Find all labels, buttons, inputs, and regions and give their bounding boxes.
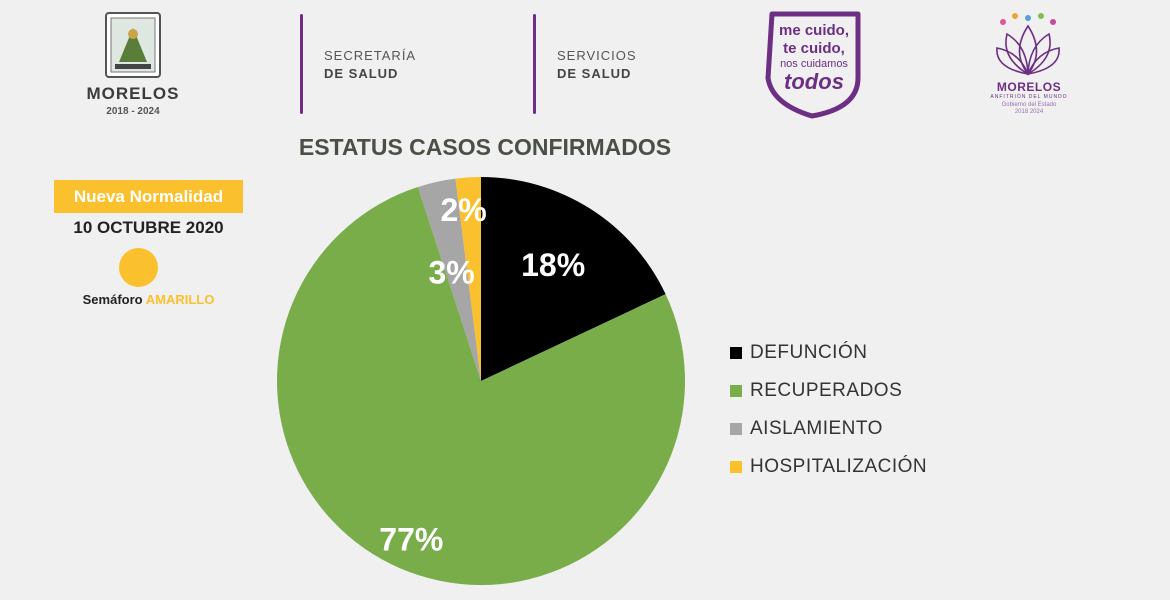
campaign-line1: me cuido, [778,22,849,39]
legend-item-defuncion: DEFUNCIÓN [730,334,927,372]
divider [300,14,303,114]
campaign-line3: nos cuidamos [780,58,848,70]
dept1-line2: DE SALUD [324,66,399,81]
semaforo-dot [119,248,158,287]
legend-label: DEFUNCIÓN [750,342,868,363]
legend-swatch [730,423,742,435]
morelos-years: 2018 - 2024 [106,106,160,117]
legend-swatch [730,461,742,473]
pie-label-defuncion: 18% [521,247,585,283]
report-date: 10 OCTUBRE 2020 [73,218,224,237]
lotus-sub2-line1: Gobierno del Estado [1001,102,1057,108]
header: MORELOS 2018 - 2024 SECRETARÍA DE SALUD … [0,0,1170,125]
pie-slice-recuperados [276,186,685,585]
semaforo-status: Semáforo AMARILLO [54,292,243,307]
morelos-coat-of-arms-icon [105,12,161,78]
lotus-subtitle-2: Gobierno del Estado 2018 2024 [990,102,1068,116]
pie-slice-defuncion [481,177,666,381]
campaign-line4: todos [784,69,844,94]
servicios-de-salud: SERVICIOS DE SALUD [557,47,637,83]
legend-item-recuperados: RECUPERADOS [730,372,927,410]
secretaria-de-salud: SECRETARÍA DE SALUD [324,47,416,83]
campaign-line2: te cuido, [783,40,845,57]
chart-legend: DEFUNCIÓN RECUPERADOS AISLAMIENTO HOSPITALI… [730,334,927,486]
chart-title: ESTATUS CASOS CONFIRMADOS [298,134,672,160]
lotus-sub2-line2: 2018 2024 [1014,109,1044,115]
dept2-line1: SERVICIOS [557,48,637,63]
dept1-line1: SECRETARÍA [324,48,417,63]
pie-chart: 18% 77% 3% 2% [276,177,685,585]
morelos-title: MORELOS [86,84,180,103]
pie-slice-hospitalizacion [455,177,481,381]
pie-label-recuperados: 77% [379,521,443,557]
legend-swatch [730,385,742,397]
lotus-subtitle: ANFITRIÓN DEL MUNDO [990,94,1068,100]
semaforo-label: Semáforo [82,292,143,307]
pie-label-hospitalizacion: 2% [440,192,486,228]
campaign-logo: me cuido, te cuido, nos cuidamos todos [762,8,862,120]
divider [533,14,536,114]
semaforo-value: AMARILLO [145,292,215,307]
legend-label: RECUPERADOS [750,380,903,401]
pie-slice-aislamiento [417,178,481,381]
dept2-line2: DE SALUD [557,66,632,81]
lotus-title: MORELOS [996,80,1062,94]
legend-label: AISLAMIENTO [750,418,883,439]
campaign-shield-icon [765,11,861,119]
nueva-normalidad-badge: Nueva Normalidad [54,180,243,213]
legend-item-aislamiento: AISLAMIENTO [730,410,927,448]
lotus-logo-icon [996,13,1060,76]
legend-label: HOSPITALIZACIÓN [750,456,928,477]
pie-label-aislamiento: 3% [429,254,475,290]
legend-item-hospitalizacion: HOSPITALIZACIÓN [730,448,927,486]
legend-swatch [730,347,742,359]
